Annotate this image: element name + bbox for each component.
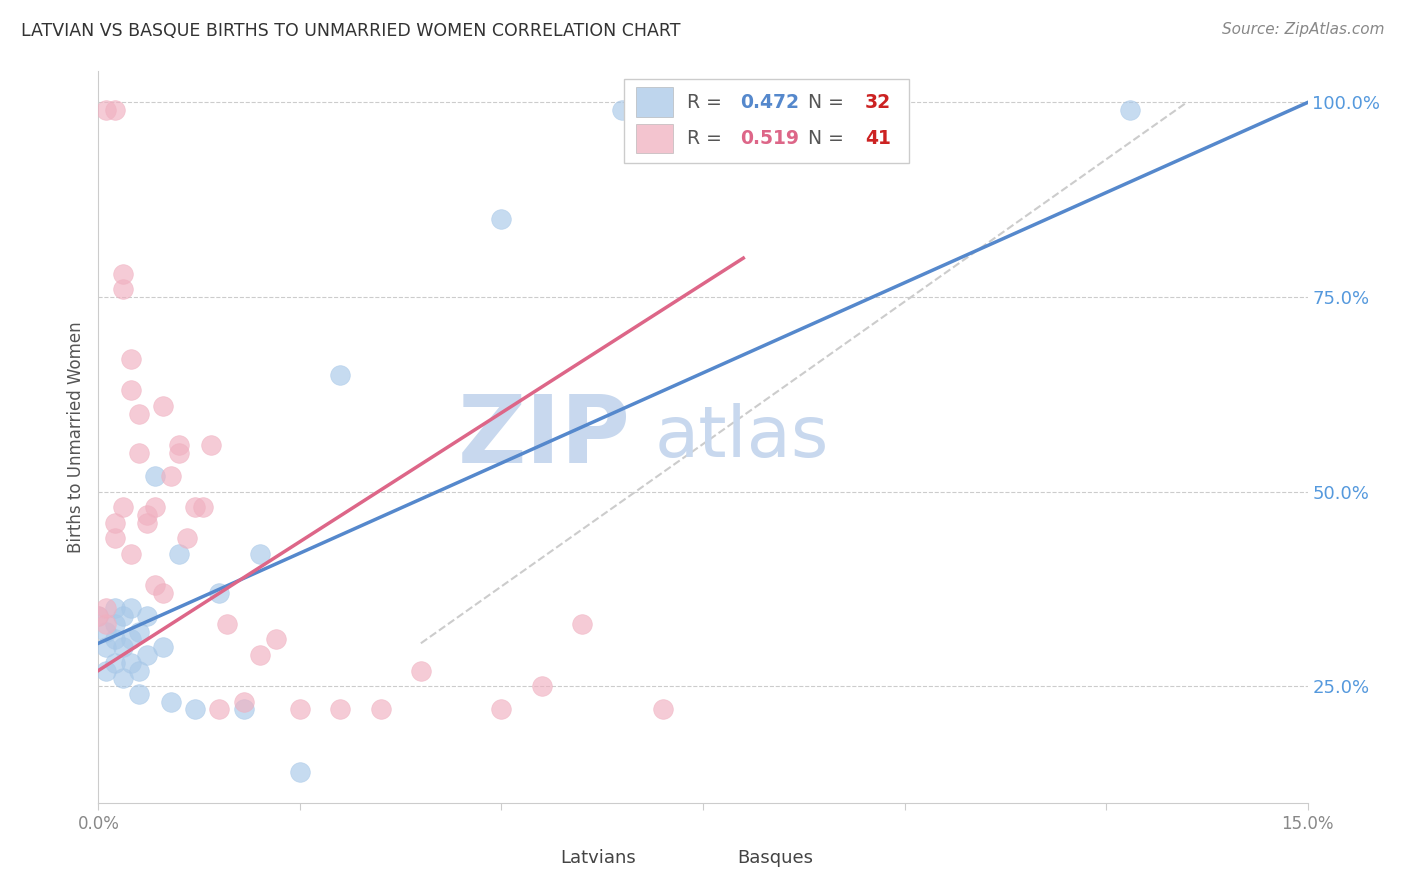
Point <box>120 352 142 367</box>
Point <box>111 267 134 281</box>
Point <box>200 438 222 452</box>
Point <box>264 632 287 647</box>
Text: N =: N = <box>796 129 851 148</box>
Y-axis label: Births to Unmarried Women: Births to Unmarried Women <box>66 321 84 553</box>
Point <box>96 616 118 631</box>
Text: Basques: Basques <box>737 848 813 867</box>
Point <box>135 516 157 530</box>
Text: 0.519: 0.519 <box>741 129 800 148</box>
Point <box>232 702 254 716</box>
Point <box>103 616 125 631</box>
Point <box>103 601 125 615</box>
FancyBboxPatch shape <box>690 847 727 869</box>
Point <box>111 640 134 655</box>
Point <box>491 702 513 716</box>
Text: N =: N = <box>796 93 851 112</box>
Point <box>96 664 118 678</box>
Point <box>184 500 207 515</box>
Point <box>120 656 142 670</box>
FancyBboxPatch shape <box>637 87 672 117</box>
Point <box>143 500 166 515</box>
Text: R =: R = <box>688 93 728 112</box>
Point <box>249 547 271 561</box>
Point <box>208 585 231 599</box>
Point <box>288 764 311 779</box>
Point <box>111 282 134 296</box>
Point <box>651 702 673 716</box>
Point <box>135 609 157 624</box>
Text: atlas: atlas <box>655 402 830 472</box>
Point <box>329 702 352 716</box>
Point <box>409 664 432 678</box>
Point <box>232 695 254 709</box>
Point <box>152 640 174 655</box>
Point <box>135 508 157 522</box>
Point <box>152 585 174 599</box>
Text: ZIP: ZIP <box>457 391 630 483</box>
FancyBboxPatch shape <box>637 124 672 153</box>
Point <box>176 531 198 545</box>
Point <box>217 616 239 631</box>
Point <box>491 212 513 227</box>
Point <box>120 601 142 615</box>
Point <box>120 632 142 647</box>
Point <box>111 671 134 685</box>
Point <box>329 368 352 382</box>
Point <box>530 679 553 693</box>
Point <box>160 695 183 709</box>
Point <box>184 702 207 716</box>
Point <box>612 103 634 118</box>
Point <box>249 648 271 662</box>
Point <box>111 609 134 624</box>
Point <box>103 632 125 647</box>
Point <box>111 500 134 515</box>
Point <box>128 445 150 459</box>
Point <box>103 656 125 670</box>
FancyBboxPatch shape <box>516 847 551 869</box>
Text: 0.472: 0.472 <box>741 93 800 112</box>
Text: R =: R = <box>688 129 728 148</box>
Point <box>128 664 150 678</box>
Point <box>103 516 125 530</box>
Point <box>96 103 118 118</box>
Point <box>167 547 190 561</box>
Point <box>571 616 593 631</box>
Text: Latvians: Latvians <box>561 848 636 867</box>
Point <box>103 531 125 545</box>
Text: Source: ZipAtlas.com: Source: ZipAtlas.com <box>1222 22 1385 37</box>
Point <box>208 702 231 716</box>
Point <box>167 445 190 459</box>
Point <box>135 648 157 662</box>
Point <box>103 103 125 118</box>
Point <box>143 469 166 483</box>
Point <box>128 407 150 421</box>
Text: 32: 32 <box>865 93 891 112</box>
Text: LATVIAN VS BASQUE BIRTHS TO UNMARRIED WOMEN CORRELATION CHART: LATVIAN VS BASQUE BIRTHS TO UNMARRIED WO… <box>21 22 681 40</box>
Text: 41: 41 <box>865 129 891 148</box>
Point <box>1119 103 1142 118</box>
Point <box>167 438 190 452</box>
Point <box>96 640 118 655</box>
Point <box>143 578 166 592</box>
Point <box>120 384 142 398</box>
Point <box>370 702 392 716</box>
Point <box>96 601 118 615</box>
Point <box>128 687 150 701</box>
Point <box>87 609 110 624</box>
Point <box>152 399 174 413</box>
Point <box>288 702 311 716</box>
FancyBboxPatch shape <box>624 78 908 163</box>
Point <box>96 624 118 639</box>
Point <box>128 624 150 639</box>
Point <box>193 500 215 515</box>
Point <box>87 609 110 624</box>
Point <box>160 469 183 483</box>
Point <box>120 547 142 561</box>
